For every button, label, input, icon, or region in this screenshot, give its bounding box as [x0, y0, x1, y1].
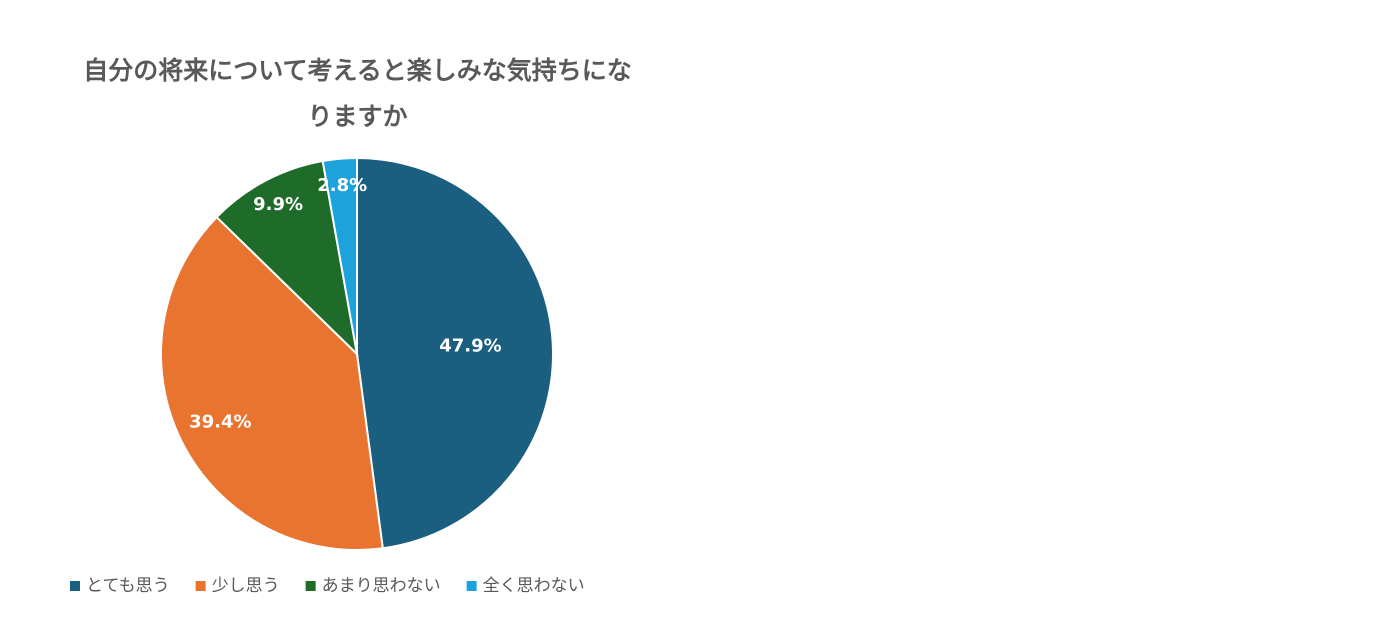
pie-slice	[160, 215, 384, 551]
legend-label: あまり思わない	[322, 576, 441, 596]
legend-marker	[466, 581, 477, 591]
legend-marker	[70, 581, 80, 591]
legend-marker	[195, 581, 206, 591]
pie-slice	[215, 159, 359, 357]
legend-label: 全く思わない	[483, 576, 585, 596]
value-label: 39.4%	[189, 412, 251, 433]
value-label: 9.9%	[253, 194, 303, 215]
pie-slice	[321, 156, 358, 355]
value-label: 47.9%	[439, 336, 501, 357]
chart-title: 自分の将来について考えると楽しみな気持ちになりますか	[83, 56, 632, 131]
pie-slice	[356, 156, 554, 550]
value-label: 2.8%	[317, 175, 367, 196]
legend-label: 少し思う	[212, 576, 280, 596]
legend-marker	[305, 581, 316, 591]
legend-label: とても思う	[86, 576, 170, 596]
